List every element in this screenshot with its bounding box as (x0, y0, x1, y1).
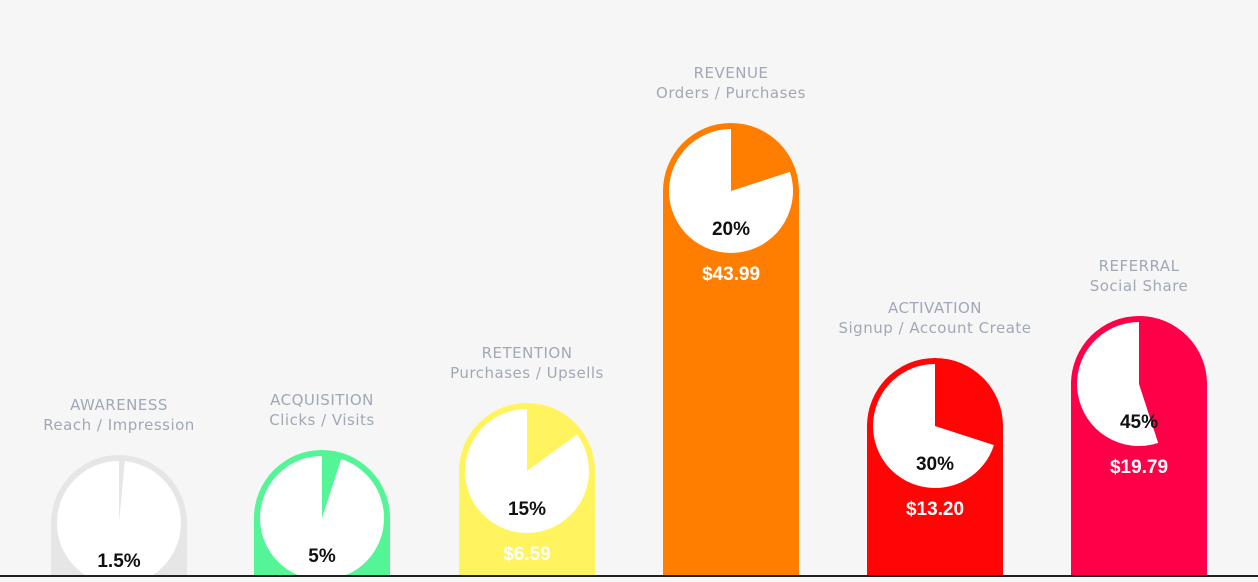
value-label: $6.59 (503, 544, 551, 565)
chart-baseline (0, 575, 1258, 577)
percent-label: 5% (308, 546, 336, 567)
pie-retention (464, 408, 589, 533)
category-title: AWARENESS (70, 396, 168, 414)
pie-acquisition (260, 456, 385, 580)
percent-label: 15% (508, 499, 546, 520)
pie-awareness (56, 461, 181, 582)
category-subtitle: Purchases / Upsells (450, 364, 604, 382)
percent-label: 30% (916, 454, 954, 475)
pie-revenue (669, 129, 794, 253)
category-title: REVENUE (694, 64, 769, 82)
percent-label: 1.5% (97, 551, 140, 572)
category-subtitle: Reach / Impression (43, 416, 195, 434)
category-subtitle: Clicks / Visits (269, 411, 374, 429)
value-label: $43.99 (702, 264, 760, 285)
category-title: ACQUISITION (270, 391, 374, 409)
category-title: REFERRAL (1099, 257, 1180, 275)
pie-referral (1077, 322, 1159, 446)
category-subtitle: Social Share (1090, 277, 1189, 295)
category-subtitle: Orders / Purchases (656, 84, 806, 102)
value-label: $13.20 (906, 499, 964, 520)
category-title: ACTIVATION (888, 299, 982, 317)
pie-activation (873, 364, 994, 488)
category-title: RETENTION (482, 344, 573, 362)
value-label: $19.79 (1110, 457, 1168, 478)
percent-label: 45% (1120, 412, 1158, 433)
category-subtitle: Signup / Account Create (838, 319, 1031, 337)
percent-label: 20% (712, 219, 750, 240)
